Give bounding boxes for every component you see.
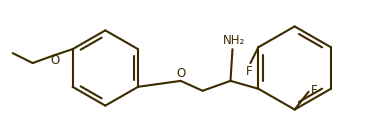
Text: F: F: [246, 65, 253, 78]
Text: O: O: [176, 67, 185, 80]
Text: NH₂: NH₂: [223, 34, 246, 47]
Text: F: F: [310, 84, 317, 97]
Text: O: O: [50, 54, 59, 67]
